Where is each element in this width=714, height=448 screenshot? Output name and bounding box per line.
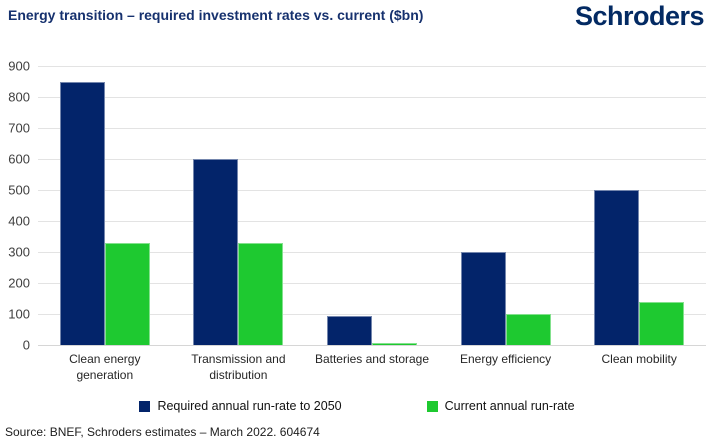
y-tick-label: 100 xyxy=(8,306,30,322)
bar xyxy=(371,343,417,345)
bar xyxy=(193,159,239,345)
gridline xyxy=(38,66,706,67)
y-tick-label: 0 xyxy=(22,337,30,353)
legend-label: Required annual run-rate to 2050 xyxy=(157,399,342,413)
y-tick-label: 500 xyxy=(8,182,30,198)
y-tick-label: 400 xyxy=(8,213,30,229)
bar xyxy=(238,242,284,345)
chart-title: Energy transition – required investment … xyxy=(8,7,424,23)
plot-area xyxy=(38,66,706,346)
source-note: Source: BNEF, Schroders estimates – Marc… xyxy=(5,425,320,439)
legend-swatch xyxy=(139,400,151,412)
y-tick-label: 800 xyxy=(8,89,30,105)
x-axis-label: Clean mobility xyxy=(601,352,677,366)
legend-item: Required annual run-rate to 2050 xyxy=(139,399,342,413)
gridline xyxy=(38,159,706,160)
gridline xyxy=(38,283,706,284)
legend: Required annual run-rate to 2050 Current … xyxy=(0,399,714,413)
legend-item: Current annual run-rate xyxy=(426,399,575,413)
x-axis-label: Transmission and distribution xyxy=(191,352,286,383)
x-axis-label: Batteries and storage xyxy=(314,352,430,366)
bar xyxy=(326,315,372,345)
gridline xyxy=(38,97,706,98)
x-axis-labels: Clean energy generation Transmission and … xyxy=(38,351,706,383)
gridline xyxy=(38,128,706,129)
bar xyxy=(639,301,685,345)
bar xyxy=(460,252,506,345)
bar-group xyxy=(172,66,306,345)
legend-label: Current annual run-rate xyxy=(444,399,575,413)
gridline xyxy=(38,190,706,191)
bar-group xyxy=(572,66,706,345)
bar-group xyxy=(439,66,573,345)
bar xyxy=(505,314,551,345)
x-axis-label: Energy efficiency xyxy=(459,352,552,366)
bar xyxy=(104,242,150,345)
y-tick-label: 900 xyxy=(8,58,30,74)
bar xyxy=(594,190,640,345)
gridline xyxy=(38,221,706,222)
y-tick-label: 200 xyxy=(8,275,30,291)
legend-swatch xyxy=(426,400,438,412)
bar-group xyxy=(38,66,172,345)
y-tick-label: 600 xyxy=(8,151,30,167)
y-tick-label: 300 xyxy=(8,244,30,260)
y-axis: 0 100 200 300 400 500 600 700 800 900 xyxy=(0,59,30,353)
y-tick-label: 700 xyxy=(8,120,30,136)
gridline xyxy=(38,252,706,253)
schroders-logo: Schroders xyxy=(574,1,705,31)
gridline xyxy=(38,314,706,315)
bar-groups xyxy=(38,66,706,345)
gridline xyxy=(38,345,706,346)
bar xyxy=(59,81,105,345)
x-axis-label: Clean energy generation xyxy=(69,352,141,383)
bar-group xyxy=(305,66,439,345)
